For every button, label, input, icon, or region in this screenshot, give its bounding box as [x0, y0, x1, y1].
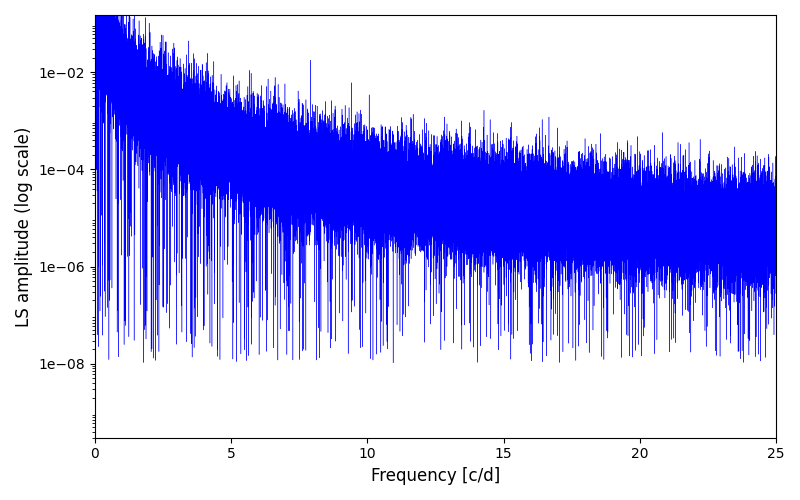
X-axis label: Frequency [c/d]: Frequency [c/d]	[371, 467, 500, 485]
Y-axis label: LS amplitude (log scale): LS amplitude (log scale)	[15, 126, 33, 326]
